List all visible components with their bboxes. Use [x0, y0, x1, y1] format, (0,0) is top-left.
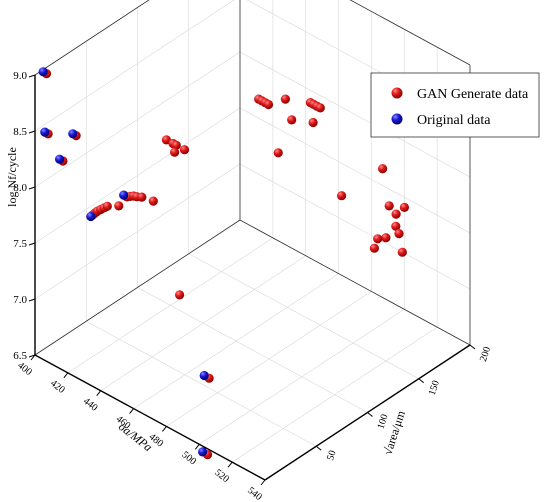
gan-generate-point — [369, 243, 379, 253]
legend-marker-gan — [391, 87, 403, 99]
box-edge — [34, 219, 241, 356]
gan-generate-point — [337, 191, 347, 201]
gan-generate-point — [308, 117, 318, 128]
grid-line — [349, 0, 471, 66]
z-tick — [28, 298, 36, 302]
gan-generate-point — [394, 229, 404, 239]
original-data-point — [86, 211, 96, 222]
grid-line — [188, 253, 419, 380]
z-tick — [28, 186, 36, 190]
x-tick-label: 400 — [15, 360, 34, 378]
x-tick — [63, 372, 69, 379]
original-data-point — [119, 190, 129, 200]
x-tick — [30, 354, 36, 361]
gan-generate-point — [381, 233, 391, 243]
gan-generate-point — [399, 202, 409, 212]
gan-generate-point — [280, 94, 290, 104]
legend-marker-original — [391, 113, 403, 125]
grid-line — [137, 287, 368, 413]
y-tick-label: 100 — [376, 413, 391, 431]
x-tick — [96, 390, 102, 397]
x-axis-line — [34, 354, 266, 481]
gan-generate-point — [391, 221, 401, 231]
z-tick-label: 9.0 — [13, 70, 27, 82]
panel-layer — [34, 0, 471, 481]
gan-generate-point — [391, 209, 401, 219]
y-tick-label: 150 — [427, 379, 442, 397]
points-layer — [38, 67, 409, 460]
gan-generate-point — [137, 192, 147, 202]
x-tick-label: 540 — [245, 485, 264, 502]
grid-line — [239, 163, 471, 290]
x-tick-label: 440 — [81, 396, 100, 414]
original-data-point — [38, 67, 48, 77]
gan-generate-point — [171, 140, 181, 150]
legend-label-original: Original data — [417, 113, 491, 128]
z-tick-label: 7.0 — [13, 294, 27, 306]
gan-generate-point — [287, 115, 297, 125]
gan-generate-point — [263, 99, 274, 110]
box-edge — [349, 0, 471, 66]
gan-generate-point — [373, 234, 383, 244]
gan-generate-point — [170, 147, 180, 157]
gan-generate-point — [175, 290, 185, 300]
gan-generate-point — [273, 148, 283, 158]
original-data-point — [199, 370, 209, 381]
original-data-point — [55, 154, 65, 164]
y-tick-label: 200 — [478, 345, 493, 363]
z-tick-label: 8.5 — [13, 126, 27, 138]
z-tick — [28, 130, 36, 134]
x-tick — [260, 479, 266, 486]
gan-generate-point — [315, 103, 325, 113]
axes-layer: 6.57.07.58.08.59.04004204404604805005205… — [13, 70, 493, 502]
gan-generate-point — [148, 196, 158, 206]
legend-box — [370, 72, 540, 138]
grid-line — [34, 0, 235, 132]
grid-line — [34, 107, 241, 244]
gan-generate-point — [179, 145, 190, 155]
grid-line — [34, 163, 241, 300]
z-tick-label: 8.0 — [13, 182, 27, 194]
x-tick-label: 420 — [48, 378, 67, 396]
gan-generate-point — [384, 201, 394, 211]
grid-line — [239, 107, 471, 234]
legend: GAN Generate data Original data — [370, 72, 540, 138]
y-tick — [367, 412, 373, 417]
box-edge — [34, 0, 150, 76]
x-tick-label: 520 — [212, 467, 231, 485]
grid-line — [86, 320, 317, 447]
y-tick — [315, 445, 322, 451]
grid-line — [239, 51, 471, 178]
x-tick — [129, 408, 134, 414]
original-data-point — [198, 447, 208, 457]
x-tick — [162, 426, 167, 432]
z-tick — [28, 74, 36, 78]
x-tick — [194, 443, 200, 450]
gan-generate-point — [378, 164, 388, 174]
z-axis-label: log Nf/cycle — [5, 147, 19, 207]
z-tick — [28, 354, 36, 358]
gan-generate-point — [102, 201, 112, 211]
gan-generate-point — [397, 247, 407, 257]
legend-label-gan: GAN Generate data — [417, 87, 529, 102]
original-data-point — [68, 129, 78, 139]
box-edge — [239, 219, 471, 346]
original-data-point — [40, 127, 50, 137]
y-tick-label: 50 — [325, 449, 339, 462]
z-tick-label: 6.5 — [13, 350, 27, 362]
z-tick — [28, 242, 36, 246]
gan-generate-point — [114, 201, 124, 211]
x-tick — [227, 461, 233, 468]
x-tick-label: 500 — [180, 449, 199, 467]
y-tick — [418, 378, 425, 384]
y-tick — [469, 344, 476, 350]
grid-line — [34, 51, 241, 188]
z-tick-label: 7.5 — [13, 238, 27, 250]
